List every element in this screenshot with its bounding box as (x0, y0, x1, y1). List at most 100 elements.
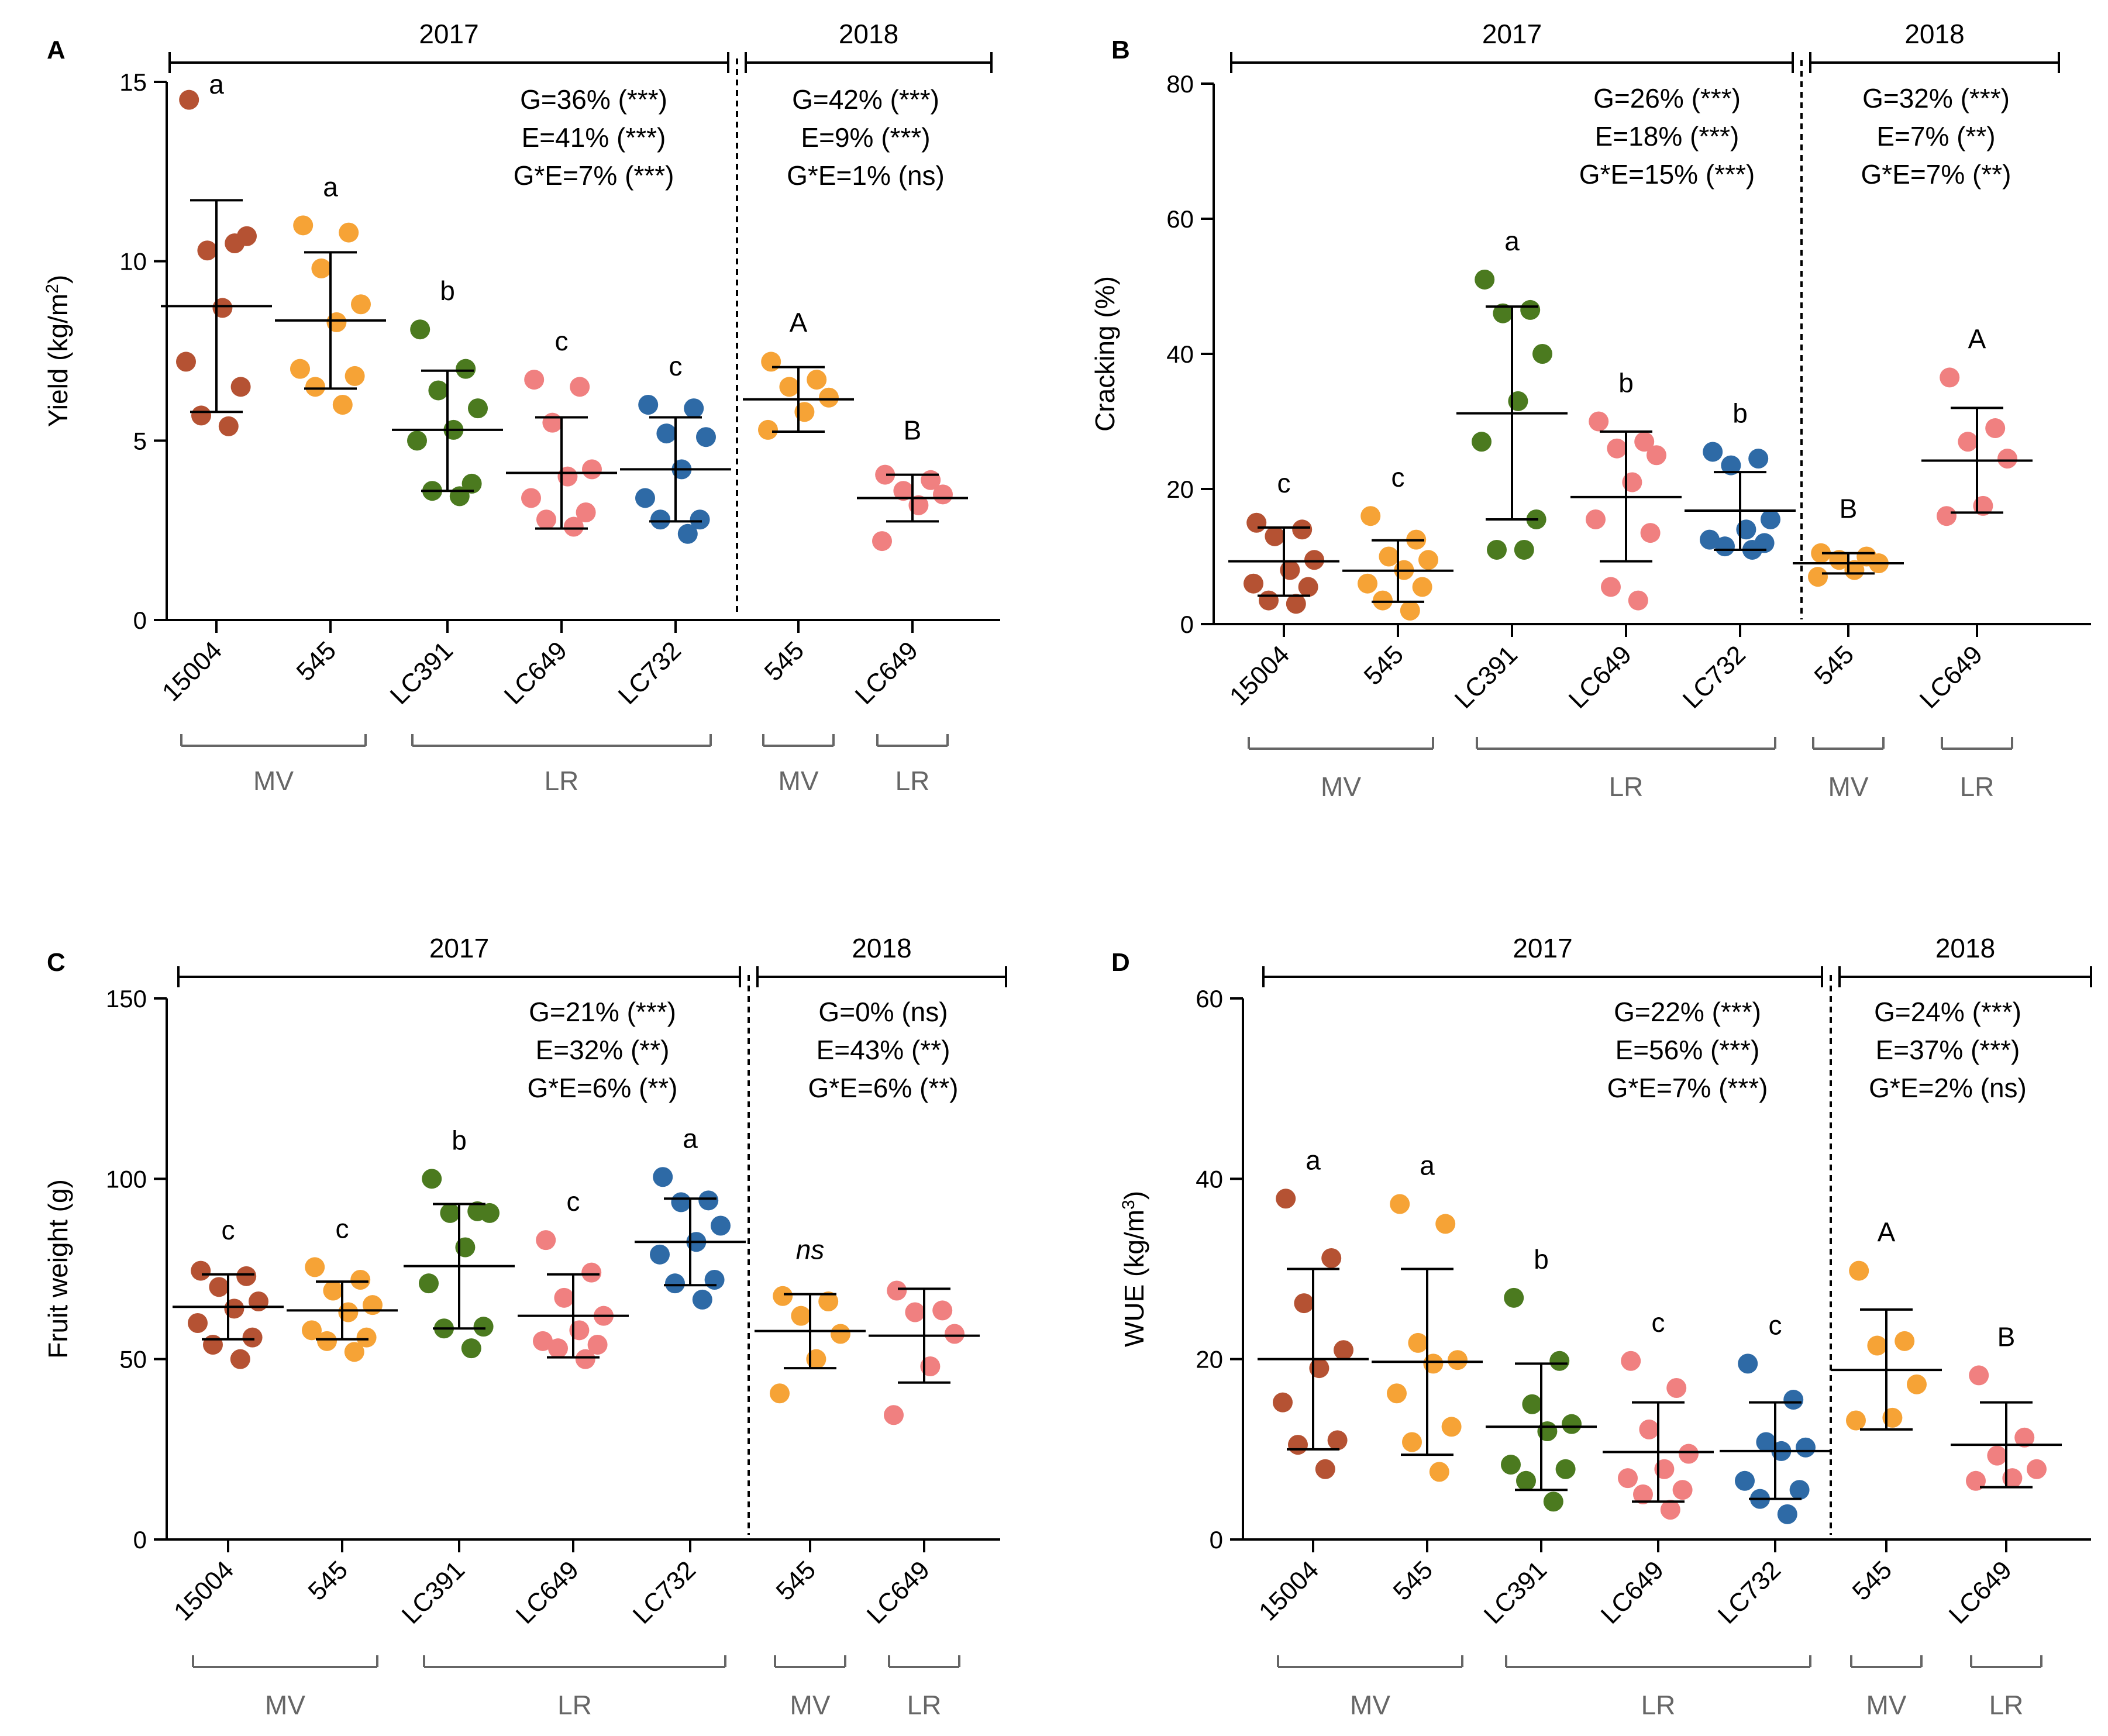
series-lc649: c (1603, 1307, 1714, 1520)
y-tick-label: 60 (1166, 205, 1194, 233)
data-point (1997, 449, 2017, 469)
data-point (1265, 526, 1285, 546)
data-point (1418, 550, 1438, 570)
x-category-label: LC391 (397, 1555, 470, 1629)
data-point (356, 1327, 377, 1348)
x-category-label: 545 (759, 636, 810, 687)
group-bracket-lr: LR (876, 734, 949, 796)
group-label: LR (1989, 1690, 2024, 1720)
x-category-label: 15004 (1224, 640, 1295, 711)
data-point (1777, 1504, 1797, 1524)
data-point (1640, 523, 1661, 543)
y-tick-label: 50 (119, 1346, 147, 1373)
data-point (456, 359, 476, 379)
data-point (236, 1266, 257, 1286)
significance-letter: b (452, 1125, 467, 1155)
significance-letter: b (1618, 368, 1634, 398)
data-point (419, 1273, 439, 1294)
group-label: LR (1609, 771, 1644, 802)
data-point (872, 531, 892, 552)
series-lc391: b (404, 1125, 515, 1359)
data-point (317, 1331, 337, 1351)
group-label: LR (1960, 771, 1995, 802)
group-label: LR (895, 766, 930, 796)
panel-letter: D (1111, 948, 1130, 977)
error-bar (1793, 552, 1904, 575)
data-point (1358, 573, 1377, 594)
group-bracket-mv: MV (1277, 1655, 1463, 1720)
anova-stat: E=9% (***) (801, 122, 930, 153)
series-lc391: a (1456, 226, 1568, 560)
data-point (779, 377, 800, 397)
data-point (932, 1300, 953, 1321)
data-point (905, 1302, 925, 1322)
error-bar (1570, 430, 1682, 563)
data-point (1400, 600, 1420, 621)
data-point (1639, 1419, 1659, 1439)
series-lc649: c (506, 326, 617, 537)
data-point (1373, 590, 1393, 611)
data-point (1327, 1430, 1348, 1451)
year-bracket-2018: 2018 G=42% (***) E=9% (***) G*E=1% (ns) (745, 19, 993, 191)
series-545: ns (755, 1235, 866, 1404)
y-axis-label-sup: 2 (43, 284, 62, 294)
data-point (363, 1295, 383, 1315)
data-point (1666, 1378, 1687, 1398)
anova-stat: G*E=1% (ns) (787, 160, 945, 191)
group-bracket-mv: MV (1850, 1655, 1923, 1720)
anova-stat: E=37% (***) (1876, 1035, 2020, 1065)
data-point (884, 1405, 904, 1425)
data-point (548, 1338, 568, 1359)
data-point (290, 359, 310, 379)
significance-letter: c (1391, 462, 1405, 492)
group-label: LR (557, 1690, 592, 1720)
error-bar (1603, 1401, 1714, 1503)
error-bar (518, 1273, 629, 1359)
data-point (179, 89, 199, 110)
data-point (1907, 1374, 1927, 1394)
data-point (191, 405, 211, 426)
group-bracket-lr: LR (1476, 737, 1776, 802)
data-point (1562, 1414, 1582, 1434)
significance-letter: b (1534, 1244, 1549, 1275)
year-bracket-2017: 2017 G=26% (***) E=18% (***) G*E=15% (***) (1230, 19, 1794, 190)
x-category-label: LC649 (1914, 640, 1988, 714)
data-point (887, 1280, 907, 1301)
data-point (524, 370, 545, 390)
x-category-label: 545 (1847, 1555, 1898, 1606)
series-lc732: a (635, 1123, 746, 1310)
y-axis-label-text: Yield (kg/m (43, 294, 73, 427)
data-point (351, 294, 371, 315)
y-tick-label: 0 (1210, 1526, 1223, 1554)
data-point (230, 377, 251, 397)
series-lc391: b (392, 275, 503, 507)
y-axis-label-end: ) (1119, 1191, 1149, 1200)
data-point (1601, 577, 1621, 597)
group-bracket-lr: LR (888, 1655, 960, 1720)
error-bar (1258, 1267, 1369, 1451)
data-point (818, 1291, 839, 1311)
data-point (671, 1192, 691, 1213)
data-point (422, 1169, 442, 1189)
year-label: 2018 (1904, 19, 1964, 49)
anova-stat: G=24% (***) (1874, 997, 2021, 1027)
error-bar (1486, 1362, 1597, 1492)
x-category-label: LC391 (1479, 1555, 1552, 1629)
y-tick-label: 0 (133, 1526, 147, 1554)
data-point (1246, 512, 1267, 533)
y-tick-label: 0 (133, 607, 147, 634)
significance-letter: B (1840, 494, 1858, 524)
data-point (1700, 529, 1720, 550)
data-point (570, 377, 590, 397)
data-point (428, 380, 449, 401)
data-point (1412, 577, 1432, 597)
data-point (1292, 519, 1313, 540)
group-label: MV (1828, 771, 1869, 802)
data-point (1516, 1470, 1536, 1491)
x-category-label: LC649 (1596, 1555, 1669, 1629)
series-545: c (287, 1213, 398, 1362)
data-point (1867, 1335, 1887, 1356)
group-bracket-mv: MV (762, 734, 835, 796)
data-point (1402, 1432, 1422, 1452)
anova-stat: E=18% (***) (1595, 121, 1740, 151)
